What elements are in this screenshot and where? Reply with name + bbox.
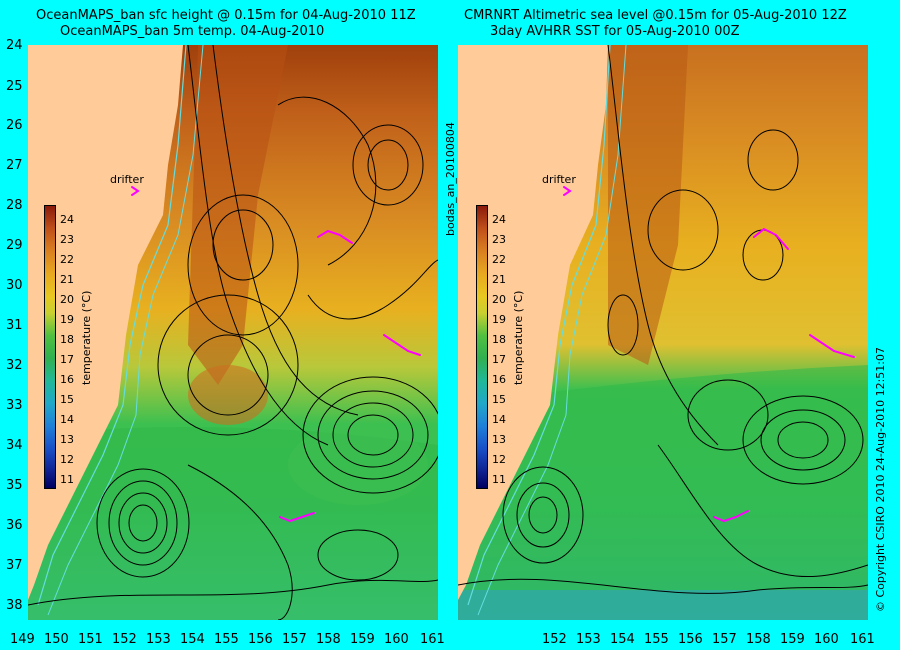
lon-label: 154 bbox=[610, 632, 635, 647]
lat-label: 27 bbox=[6, 158, 23, 173]
lon-label: 157 bbox=[282, 632, 307, 647]
lon-label: 155 bbox=[214, 632, 239, 647]
drifter-track bbox=[383, 334, 421, 356]
colorbar-tick: 18 bbox=[60, 333, 74, 346]
lon-label: 159 bbox=[350, 632, 375, 647]
lon-label: 153 bbox=[576, 632, 601, 647]
lat-label: 35 bbox=[6, 478, 23, 493]
colorbar-tick: 20 bbox=[492, 293, 506, 306]
drifter-track bbox=[809, 334, 855, 358]
right-title-line2: 3day AVHRR SST for 05-Aug-2010 00Z bbox=[490, 24, 740, 39]
right-drifter-label: drifter bbox=[542, 173, 576, 186]
drifter-track bbox=[279, 512, 315, 523]
drifter-track bbox=[317, 229, 353, 244]
colorbar-tick: 20 bbox=[60, 293, 74, 306]
colorbar-tick: 16 bbox=[60, 373, 74, 386]
lon-label: 161 bbox=[420, 632, 445, 647]
lon-label: 150 bbox=[44, 632, 69, 647]
colorbar-title: temperature (°C) bbox=[512, 290, 525, 385]
left-title-line2: OceanMAPS_ban 5m temp. 04-Aug-2010 bbox=[60, 24, 325, 39]
colorbar-tick: 17 bbox=[60, 353, 74, 366]
colorbar-tick: 13 bbox=[492, 433, 506, 446]
lon-label: 159 bbox=[780, 632, 805, 647]
colorbar-tick: 15 bbox=[60, 393, 74, 406]
lat-label: 32 bbox=[6, 358, 23, 373]
colorbar-tick: 15 bbox=[492, 393, 506, 406]
colorbar-tick: 19 bbox=[492, 313, 506, 326]
lat-label: 25 bbox=[6, 79, 23, 94]
drifter-marker bbox=[563, 186, 572, 196]
lon-label: 149 bbox=[10, 632, 35, 647]
lon-label: 155 bbox=[644, 632, 669, 647]
lat-label: 34 bbox=[6, 438, 23, 453]
colorbar-tick: 22 bbox=[492, 253, 506, 266]
colorbar-title: temperature (°C) bbox=[80, 290, 93, 385]
run-id-label: bodas_an_20100804 bbox=[444, 122, 457, 236]
lon-label: 156 bbox=[248, 632, 273, 647]
lon-label: 154 bbox=[180, 632, 205, 647]
lat-label: 33 bbox=[6, 398, 23, 413]
colorbar-tick: 21 bbox=[60, 273, 74, 286]
lon-label: 152 bbox=[112, 632, 137, 647]
colorbar-tick: 12 bbox=[60, 453, 74, 466]
lat-label: 24 bbox=[6, 38, 23, 53]
colorbar-tick: 24 bbox=[60, 213, 74, 226]
colorbar-tick: 21 bbox=[492, 273, 506, 286]
colorbar-tick: 13 bbox=[60, 433, 74, 446]
colorbar-tick: 11 bbox=[492, 473, 506, 486]
lat-label: 29 bbox=[6, 238, 23, 253]
left-map-svg bbox=[28, 45, 438, 620]
colorbar-tick: 22 bbox=[60, 253, 74, 266]
left-title-line1: OceanMAPS_ban sfc height @ 0.15m for 04-… bbox=[36, 8, 416, 23]
lon-label: 157 bbox=[712, 632, 737, 647]
left-drifter-label: drifter bbox=[110, 173, 144, 186]
colorbar-tick: 11 bbox=[60, 473, 74, 486]
lon-label: 156 bbox=[678, 632, 703, 647]
land-mass bbox=[458, 45, 608, 600]
drifter-marker bbox=[131, 186, 140, 196]
lat-label: 38 bbox=[6, 598, 23, 613]
drifter-track bbox=[713, 510, 749, 523]
lon-label: 158 bbox=[316, 632, 341, 647]
lat-label: 36 bbox=[6, 518, 23, 533]
right-map-svg bbox=[458, 45, 868, 620]
lon-label: 160 bbox=[814, 632, 839, 647]
left-colorbar bbox=[44, 205, 56, 489]
lon-label: 152 bbox=[542, 632, 567, 647]
colorbar-tick: 18 bbox=[492, 333, 506, 346]
right-map-panel: drifter 24 23 22 21 20 19 18 17 16 15 14… bbox=[458, 45, 868, 620]
colorbar-tick: 17 bbox=[492, 353, 506, 366]
lon-label: 160 bbox=[384, 632, 409, 647]
colorbar-tick: 19 bbox=[60, 313, 74, 326]
colorbar-tick: 12 bbox=[492, 453, 506, 466]
lat-label: 31 bbox=[6, 318, 23, 333]
lon-label: 161 bbox=[850, 632, 875, 647]
colorbar-tick: 16 bbox=[492, 373, 506, 386]
land-mass bbox=[28, 45, 183, 600]
lat-label: 28 bbox=[6, 198, 23, 213]
lon-label: 153 bbox=[146, 632, 171, 647]
right-colorbar bbox=[476, 205, 488, 489]
colorbar-tick: 14 bbox=[60, 413, 74, 426]
colorbar-tick: 23 bbox=[492, 233, 506, 246]
colorbar-tick: 14 bbox=[492, 413, 506, 426]
right-title-line1: CMRNRT Altimetric sea level @0.15m for 0… bbox=[464, 8, 847, 23]
left-drifter-tracks bbox=[131, 186, 421, 523]
copyright-label: © Copyright CSIRO 2010 24-Aug-2010 12:51… bbox=[874, 346, 887, 612]
lat-label: 30 bbox=[6, 278, 23, 293]
left-map-panel: drifter 24 23 22 21 20 19 18 17 16 15 14… bbox=[28, 45, 438, 620]
lat-label: 37 bbox=[6, 558, 23, 573]
colorbar-tick: 24 bbox=[492, 213, 506, 226]
lat-label: 26 bbox=[6, 118, 23, 133]
lon-label: 158 bbox=[746, 632, 771, 647]
right-drifter-tracks bbox=[563, 186, 855, 523]
drifter-track bbox=[753, 227, 789, 250]
lon-label: 151 bbox=[78, 632, 103, 647]
colorbar-tick: 23 bbox=[60, 233, 74, 246]
